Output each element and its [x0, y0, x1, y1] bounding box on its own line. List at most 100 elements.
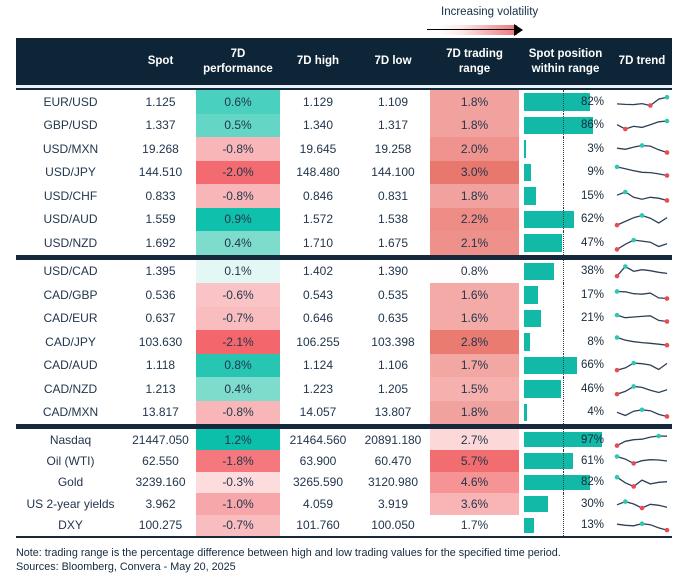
trend-min-dot — [664, 414, 670, 420]
position-label: 46% — [580, 382, 604, 395]
spot-position-cell: 15% — [519, 184, 612, 208]
table-row: USD/NZD 1.692 0.4% 1.710 1.675 2.1% 47% — [16, 231, 672, 255]
range-cell: 4.6% — [430, 471, 519, 494]
spot-value: 144.510 — [138, 165, 183, 180]
header-7d-high: 7D high — [296, 55, 340, 68]
spot-position-cell: 13% — [519, 514, 612, 536]
table-row: USD/JPY 144.510 -2.0% 148.480 144.100 3.0% 9% — [16, 160, 672, 184]
spot-position-cell: 4% — [519, 400, 612, 424]
position-bar — [524, 496, 548, 512]
perf-cell: -0.7% — [196, 514, 280, 536]
position-bar — [524, 453, 573, 469]
trend-sparkline — [614, 454, 668, 466]
low-value: 1.538 — [377, 212, 409, 227]
high-value: 1.129 — [302, 94, 334, 109]
perf-cell: 0.1% — [196, 259, 280, 283]
perf-cell: 0.9% — [196, 207, 280, 231]
table-row: GBP/USD 1.337 0.5% 1.340 1.317 1.8% 86% — [16, 113, 672, 137]
midpoint-dotted-line — [563, 259, 564, 283]
position-bar — [524, 262, 555, 280]
position-label: 66% — [580, 359, 604, 372]
high-value: 1.340 — [302, 118, 334, 133]
range-cell: 3.6% — [430, 493, 519, 515]
spot-value: 62.550 — [142, 454, 179, 469]
trend-max-dot — [631, 361, 636, 366]
trend-cell — [612, 429, 672, 450]
trend-cell — [612, 493, 672, 514]
spot-value: 1.395 — [145, 264, 176, 279]
midpoint-dotted-line — [563, 137, 564, 161]
volatility-arrow-line — [427, 29, 517, 30]
trend-min-dot — [664, 342, 670, 348]
table-row: USD/MXN 19.268 -0.8% 19.645 19.258 2.0% 3% — [16, 137, 672, 161]
spot-position-cell: 82% — [519, 90, 612, 114]
position-bar — [524, 333, 531, 351]
spot-position-cell: 30% — [519, 493, 612, 515]
volatility-gradient-arrow-icon — [427, 24, 523, 36]
range-cell: 2.0% — [430, 137, 519, 161]
spot-position-cell: 61% — [519, 450, 612, 472]
position-bar — [524, 517, 535, 533]
position-bar — [524, 432, 602, 448]
midpoint-dotted-line — [563, 514, 564, 536]
range-cell: 1.8% — [430, 400, 519, 424]
perf-cell: -0.8% — [196, 400, 280, 424]
spot-position-cell: 38% — [519, 259, 612, 283]
midpoint-dotted-line — [563, 429, 564, 451]
header-7d-trend: 7D trend — [618, 55, 666, 68]
trend-max-dot — [664, 118, 670, 124]
low-value: 100.050 — [371, 518, 415, 533]
position-label: 21% — [580, 312, 604, 325]
table-row: Gold 3239.160 -0.3% 3265.590 3120.980 4.6% 82% — [16, 471, 672, 494]
spot-value: 19.268 — [142, 141, 179, 156]
trend-cell — [612, 450, 672, 471]
trend-cell — [612, 515, 672, 536]
spot-position-cell: 21% — [519, 306, 612, 330]
trend-min-dot — [664, 319, 670, 325]
range-cell: 1.8% — [430, 113, 519, 137]
trend-cell — [612, 137, 672, 161]
perf-cell: 0.6% — [196, 90, 280, 114]
range-cell: 1.7% — [430, 353, 519, 377]
position-bar — [524, 163, 532, 181]
group-separator — [16, 424, 672, 429]
group-cad-pairs: USD/CAD 1.395 0.1% 1.402 1.390 0.8% 38% CAD/GBP… — [16, 259, 672, 424]
position-bar — [524, 187, 536, 205]
position-label: 86% — [580, 119, 604, 132]
trend-cell — [612, 377, 672, 401]
high-value: 19.645 — [299, 141, 337, 156]
position-bar — [524, 210, 574, 228]
table-row: CAD/NZD 1.213 0.4% 1.223 1.205 1.5% 46% — [16, 377, 672, 401]
perf-cell: -0.8% — [196, 184, 280, 208]
trend-cell — [612, 231, 672, 255]
table-row: Oil (WTI) 62.550 -1.8% 63.900 60.470 5.7% 61% — [16, 450, 672, 472]
trend-sparkline — [616, 189, 670, 203]
midpoint-dotted-line — [563, 353, 564, 377]
trend-max-dot — [614, 313, 620, 318]
position-label: 61% — [580, 455, 604, 468]
spot-position-cell: 97% — [519, 429, 612, 451]
group-other-assets: Nasdaq 21447.050 1.2% 21464.560 20891.180 2.7… — [16, 429, 672, 536]
position-label: 82% — [580, 476, 604, 489]
trend-cell — [612, 90, 672, 114]
position-label: 97% — [580, 433, 604, 446]
row-label: DXY — [58, 518, 83, 533]
trend-max-dot — [614, 454, 620, 459]
low-value: 3120.980 — [367, 475, 419, 490]
trend-min-dot — [614, 274, 620, 279]
low-value: 0.831 — [377, 188, 409, 203]
trend-max-dot — [614, 334, 620, 340]
spot-position-cell: 17% — [519, 283, 612, 307]
table-row: CAD/AUD 1.118 0.8% 1.124 1.106 1.7% 66% — [16, 353, 672, 377]
low-value: 1.675 — [377, 235, 409, 250]
table-row: CAD/MXN 13.817 -0.8% 14.057 13.807 1.8% 4% — [16, 400, 672, 424]
row-label: CAD/GBP — [43, 287, 98, 302]
position-label: 3% — [587, 142, 604, 155]
trend-cell — [612, 208, 672, 232]
low-value: 19.258 — [374, 141, 412, 156]
spot-value: 1.337 — [145, 118, 176, 133]
trend-min-dot — [631, 461, 636, 466]
midpoint-dotted-line — [563, 330, 564, 354]
spot-value: 0.637 — [145, 311, 176, 326]
range-cell: 2.7% — [430, 429, 519, 451]
